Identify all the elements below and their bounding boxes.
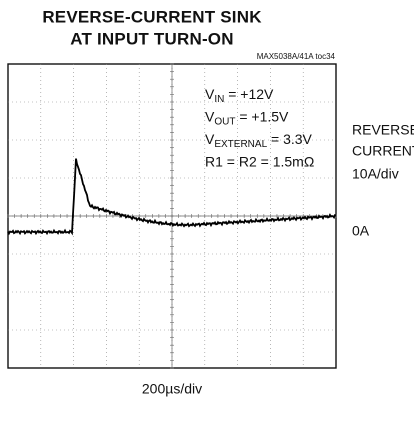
condition-symbol: V [205,108,215,124]
scope-screen [7,63,337,369]
condition-symbol: V [205,131,215,147]
figure-id: MAX5038A/41A toc34 [257,52,336,61]
zero-label: 0A [352,223,370,239]
title-line: REVERSE-CURRENT SINK [42,7,262,26]
condition: VOUT = +1.5V [205,108,289,127]
time-scale: 200µs/div [142,381,202,397]
condition-subscript: OUT [214,116,235,127]
condition: R1 = R2 = 1.5mΩ [205,153,314,169]
condition: VIN = +12V [205,86,274,105]
condition-symbol: R1 = R2 = 1.5mΩ [205,153,314,169]
condition-value: = 3.3V [267,131,312,147]
condition-value: = +1.5V [235,108,289,124]
channel-label: REVERSE [352,122,414,138]
condition: VEXTERNAL = 3.3V [205,131,313,150]
waveform [7,158,337,236]
condition-subscript: IN [214,94,224,105]
condition-symbol: V [205,86,215,102]
channel-label: 10A/div [352,166,399,182]
condition-subscript: EXTERNAL [214,139,267,150]
condition-value: = +12V [224,86,274,102]
title-line: AT INPUT TURN-ON [70,29,233,48]
channel-label: CURRENT [352,143,414,159]
